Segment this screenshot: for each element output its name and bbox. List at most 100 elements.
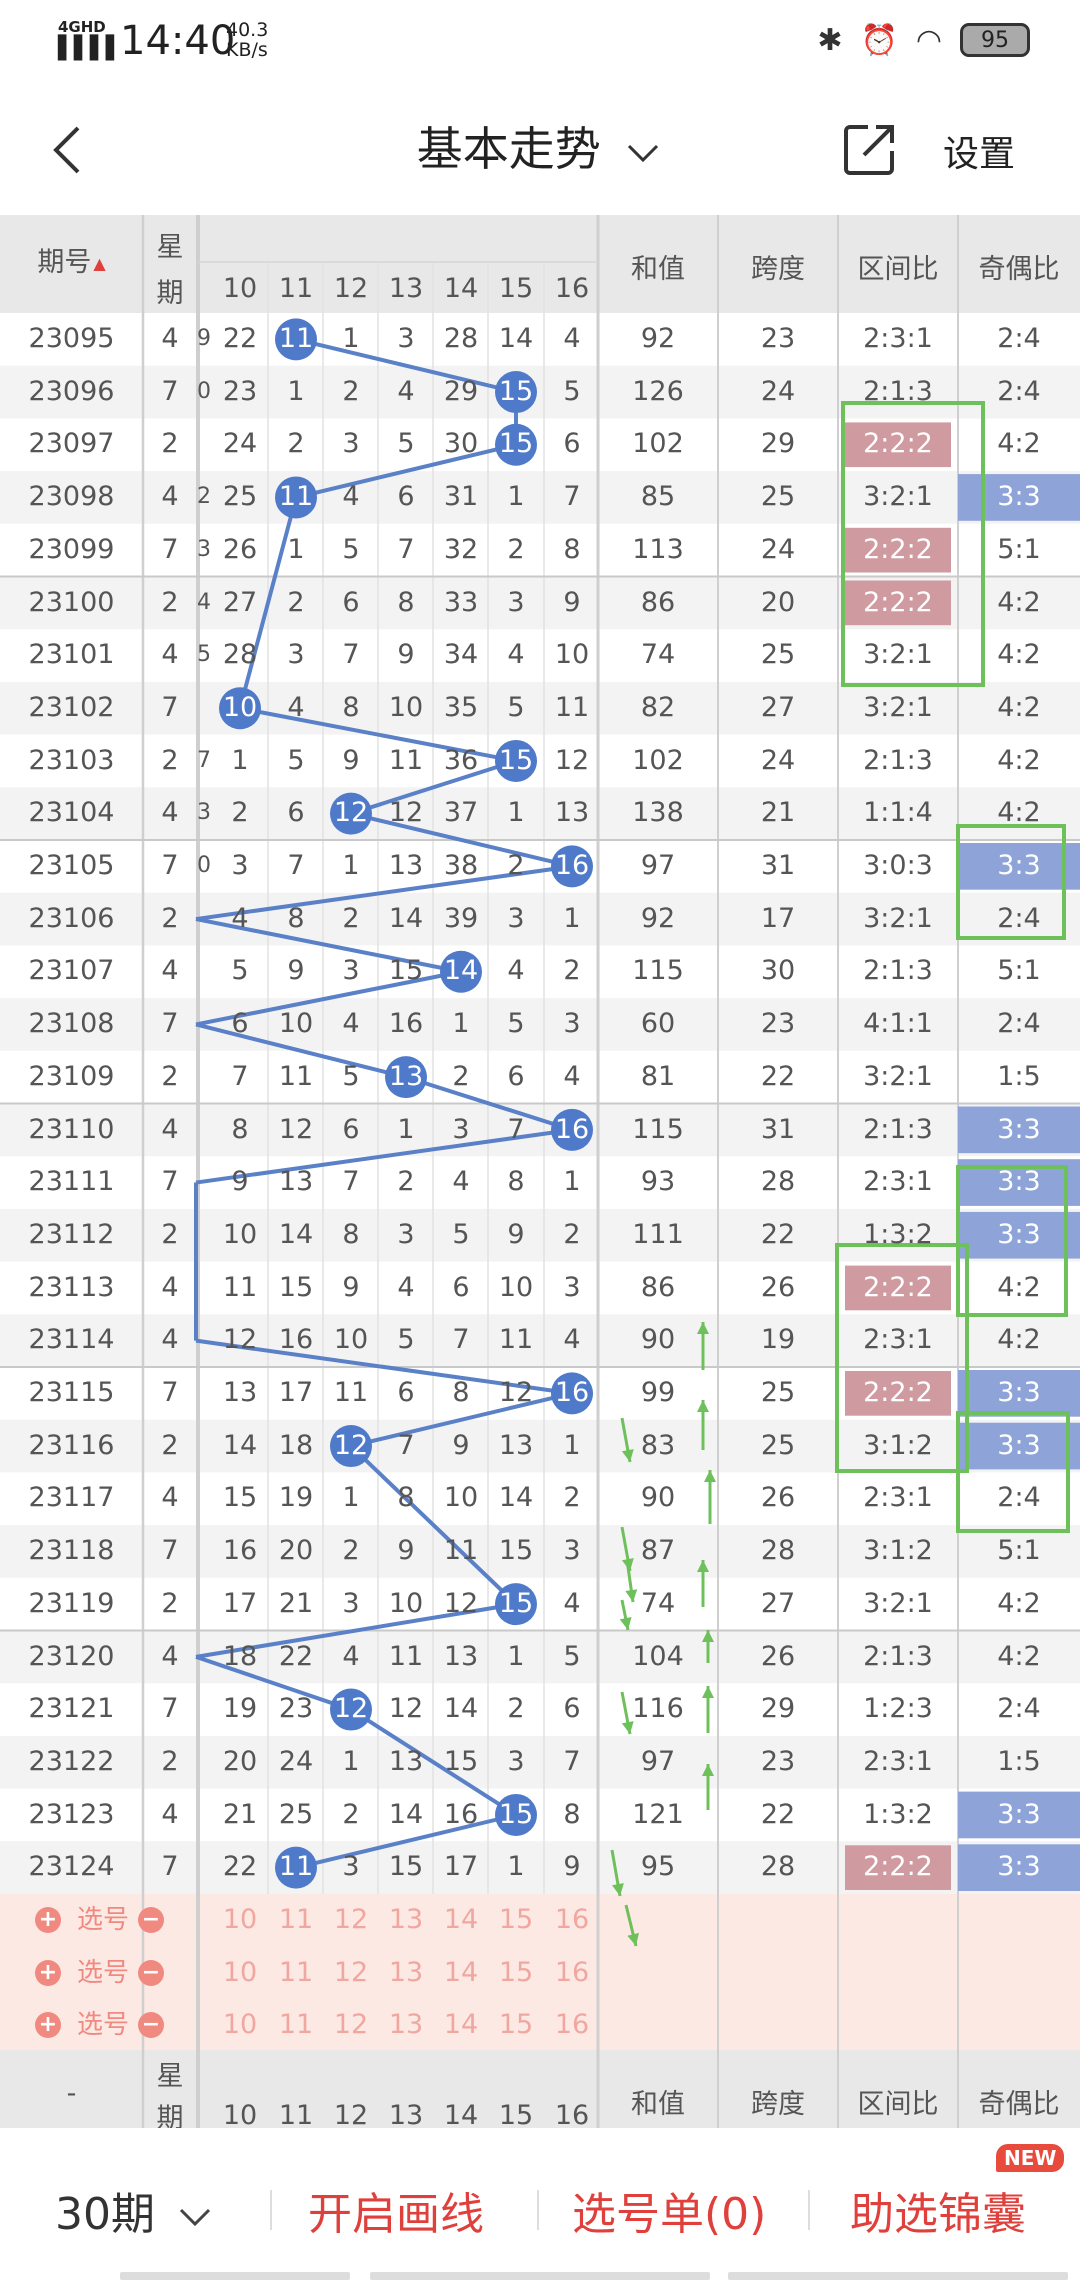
plus-icon[interactable]: +: [35, 2012, 61, 2039]
pick-number[interactable]: 15: [498, 1956, 534, 1988]
footer-weekday-top: 星: [156, 2061, 184, 2092]
assist-button[interactable]: 助选锦囊: [850, 2189, 1026, 2240]
period-cell: 23103: [28, 744, 115, 776]
number-cell: 7: [397, 1429, 415, 1461]
weekday-cell: 2: [161, 744, 179, 776]
pick-number[interactable]: 11: [278, 2009, 314, 2041]
number-cell: 4: [563, 1324, 581, 1356]
number-cell: 13: [278, 1166, 314, 1198]
number-cell: 37: [443, 797, 479, 829]
period-header[interactable]: 期号 ▲: [0, 215, 143, 310]
hit-number: 12: [333, 797, 369, 829]
span-cell: 31: [760, 1113, 796, 1145]
number-cell: 31: [443, 481, 479, 513]
weekday-cell: 7: [161, 850, 179, 881]
number-cell: 2: [342, 375, 360, 407]
sum-cell: 60: [640, 1008, 676, 1040]
page-title[interactable]: 基本走势: [0, 113, 1080, 179]
pick-number[interactable]: 10: [222, 2009, 258, 2041]
minus-icon[interactable]: −: [138, 1959, 164, 1986]
pick-number[interactable]: 12: [333, 1956, 369, 1988]
number-cell: 10: [498, 1271, 534, 1303]
plus-icon[interactable]: +: [35, 1907, 61, 1933]
odd-even-cell: 3:3: [997, 1798, 1041, 1830]
number-cell: 3: [563, 1271, 581, 1303]
span-cell: 29: [760, 428, 796, 460]
number-cell: 6: [287, 797, 305, 829]
number-cell: 4: [507, 955, 525, 987]
number-cell: 3: [507, 586, 525, 618]
share-icon[interactable]: [838, 117, 902, 181]
pick-number[interactable]: 16: [554, 1956, 590, 1988]
number-cell: 11: [554, 691, 590, 723]
span-cell: 21: [760, 797, 796, 829]
number-cell: 9: [342, 1271, 360, 1303]
pick-list-button[interactable]: 选号单(0): [572, 2189, 767, 2240]
pick-number[interactable]: 15: [498, 2009, 534, 2041]
pick-number[interactable]: 14: [443, 1904, 479, 1935]
odd-even-cell: 2:4: [997, 1482, 1041, 1514]
hit-number: 15: [498, 1587, 534, 1619]
signal-bars-icon: ▌▌▌▌: [58, 36, 123, 61]
odd-even-cell: 4:2: [997, 586, 1041, 618]
zone-ratio-cell: 2:3:1: [863, 1482, 933, 1514]
pick-number[interactable]: 16: [554, 2009, 590, 2041]
pick-number[interactable]: 11: [278, 1904, 314, 1935]
plus-icon[interactable]: +: [35, 1959, 61, 1986]
zone-ratio-cell: 1:2:3: [863, 1693, 933, 1725]
pick-number[interactable]: 12: [333, 1904, 369, 1935]
period-header-label: 期号: [37, 247, 92, 278]
number-cell: 14: [498, 1482, 534, 1514]
period-select[interactable]: 30期: [55, 2178, 215, 2242]
pick-number[interactable]: 15: [498, 1904, 534, 1935]
settings-button[interactable]: 设置: [943, 134, 1016, 175]
period-cell: 23098: [28, 481, 115, 513]
weekday-cell: 7: [161, 1008, 179, 1040]
number-cell: 15: [443, 1745, 479, 1777]
number-cell: 8: [563, 533, 581, 565]
pick-number[interactable]: 11: [278, 1956, 314, 1988]
number-cell: 10: [388, 1587, 424, 1619]
draw-lines-button[interactable]: 开启画线: [308, 2189, 484, 2240]
number-cell: 1: [452, 1008, 470, 1040]
pick-number[interactable]: 12: [333, 2009, 369, 2041]
weekday-cell: 2: [161, 1218, 179, 1250]
odd-even-cell: 3:3: [997, 850, 1041, 881]
back-arrow-icon[interactable]: [40, 120, 100, 180]
number-cell: 17: [278, 1377, 314, 1408]
pick-number[interactable]: 13: [388, 1904, 424, 1935]
chevron-down-icon: [628, 144, 659, 162]
pick-number[interactable]: 13: [388, 1956, 424, 1988]
number-cell: 5: [507, 1008, 525, 1040]
pick-number[interactable]: 14: [443, 1956, 479, 1988]
number-cell: 5: [397, 428, 415, 460]
weekday-cell: 4: [161, 797, 179, 829]
minus-icon[interactable]: −: [138, 2012, 164, 2039]
number-cell: 7: [507, 1113, 525, 1145]
zone-ratio-cell: 3:1:2: [863, 1535, 933, 1567]
minus-icon[interactable]: −: [138, 1907, 164, 1933]
footer-number-column-header: 13: [388, 2100, 424, 2131]
sum-cell: 115: [632, 955, 684, 987]
table-footer-header: - 星 期 10 11 12 13 14 15 16 和值 跨度 区间比 奇偶比: [0, 2050, 1080, 2134]
divider: [270, 2190, 272, 2230]
zone-ratio-cell: 3:2:1: [863, 1587, 933, 1619]
number-cell: 4: [287, 691, 305, 723]
zone-ratio-cell: 2:2:2: [863, 428, 933, 460]
number-cell: 9: [452, 1429, 470, 1461]
pick-number[interactable]: 13: [388, 2009, 424, 2041]
pick-number[interactable]: 10: [222, 1956, 258, 1988]
number-cell: 4: [231, 902, 249, 934]
pick-number[interactable]: 16: [554, 1904, 590, 1935]
odd-even-cell: 3:3: [997, 481, 1041, 513]
zone-ratio-cell: 3:2:1: [863, 481, 933, 513]
pick-number[interactable]: 14: [443, 2009, 479, 2041]
number-cell: 6: [342, 586, 360, 618]
pick-number[interactable]: 10: [222, 1904, 258, 1935]
number-cell: 4: [563, 323, 581, 354]
number-cell: 7: [342, 1166, 360, 1198]
pick-label: 选号: [76, 1905, 129, 1935]
span-cell: 26: [760, 1271, 796, 1303]
number-cell: 13: [388, 1745, 424, 1777]
number-cell: 4: [563, 1587, 581, 1619]
